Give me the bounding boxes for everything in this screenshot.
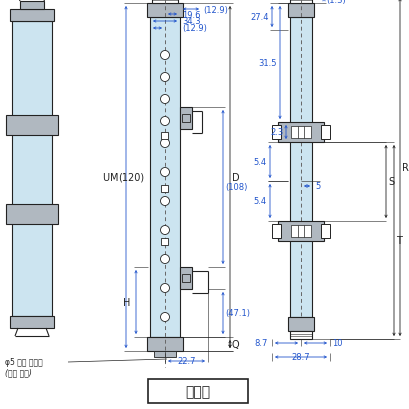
Bar [150,18,180,337]
Circle shape [160,95,169,104]
Text: D: D [231,173,239,182]
Circle shape [160,284,169,293]
Circle shape [160,73,169,82]
Bar [290,225,310,237]
Bar [152,0,178,4]
Bar [10,10,54,22]
Circle shape [160,226,169,235]
Bar [180,267,191,289]
Text: 5.4: 5.4 [253,157,266,166]
Text: φ5 회색 케이블: φ5 회색 케이블 [5,357,43,366]
Text: 5.4: 5.4 [253,197,266,206]
Circle shape [160,197,169,206]
Text: 34.3: 34.3 [182,18,200,27]
Circle shape [160,168,169,177]
Text: (1.3): (1.3) [325,0,345,4]
Bar [148,379,247,403]
Bar [154,351,175,357]
Text: 10: 10 [331,339,342,348]
Bar [277,221,323,241]
Bar [289,0,311,4]
Circle shape [160,255,169,264]
Text: S: S [387,177,393,187]
Bar [320,225,329,238]
Bar [147,4,182,18]
Text: (12.9): (12.9) [202,5,227,14]
Bar [6,116,58,136]
Text: H: H [122,297,130,307]
Text: 19.6: 19.6 [182,11,200,20]
Bar [180,108,191,130]
Text: 22.7: 22.7 [177,357,195,366]
Text: 5: 5 [314,182,319,191]
Text: 31.5: 31.5 [258,59,276,68]
Text: 28.7: 28.7 [291,353,310,362]
Circle shape [160,313,169,322]
Bar [289,331,311,339]
Bar [320,126,329,139]
Text: 수광기: 수광기 [185,384,210,398]
Circle shape [160,139,169,148]
Text: (12.9): (12.9) [182,25,207,34]
Circle shape [160,117,169,126]
Text: (흑색 라인): (흑색 라인) [5,367,32,376]
Circle shape [160,52,169,61]
Bar [20,2,44,10]
Text: (47.1): (47.1) [225,309,249,318]
Text: 27.4: 27.4 [250,13,268,22]
Bar [290,127,310,139]
Text: (108): (108) [225,183,247,192]
Bar [182,274,189,282]
Bar [6,204,58,225]
Bar [287,317,313,331]
Bar [161,185,168,192]
Bar [287,4,313,18]
Bar [271,225,280,238]
Text: 8.7: 8.7 [254,339,267,348]
Text: 2.3: 2.3 [270,128,283,137]
Bar [277,123,323,143]
Bar [161,132,168,139]
Bar [182,115,189,123]
Bar [289,18,311,317]
Bar [161,238,168,245]
Text: U: U [102,173,109,182]
Bar [12,22,52,316]
Text: (120): (120) [118,173,144,182]
Bar [10,316,54,328]
Text: R: R [401,163,408,173]
Text: M: M [110,173,118,182]
Text: Q: Q [231,339,239,349]
Bar [147,337,182,351]
Bar [271,126,280,139]
Text: T: T [395,236,401,246]
